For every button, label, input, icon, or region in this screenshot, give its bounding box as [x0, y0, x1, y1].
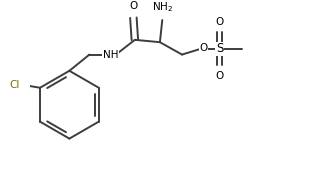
Text: NH: NH — [103, 50, 118, 60]
Text: O: O — [199, 43, 208, 53]
Text: NH$_2$: NH$_2$ — [152, 0, 173, 14]
Text: O: O — [215, 17, 224, 27]
Text: S: S — [216, 42, 223, 55]
Text: Cl: Cl — [9, 80, 20, 90]
Text: O: O — [129, 1, 137, 11]
Text: O: O — [215, 71, 224, 81]
